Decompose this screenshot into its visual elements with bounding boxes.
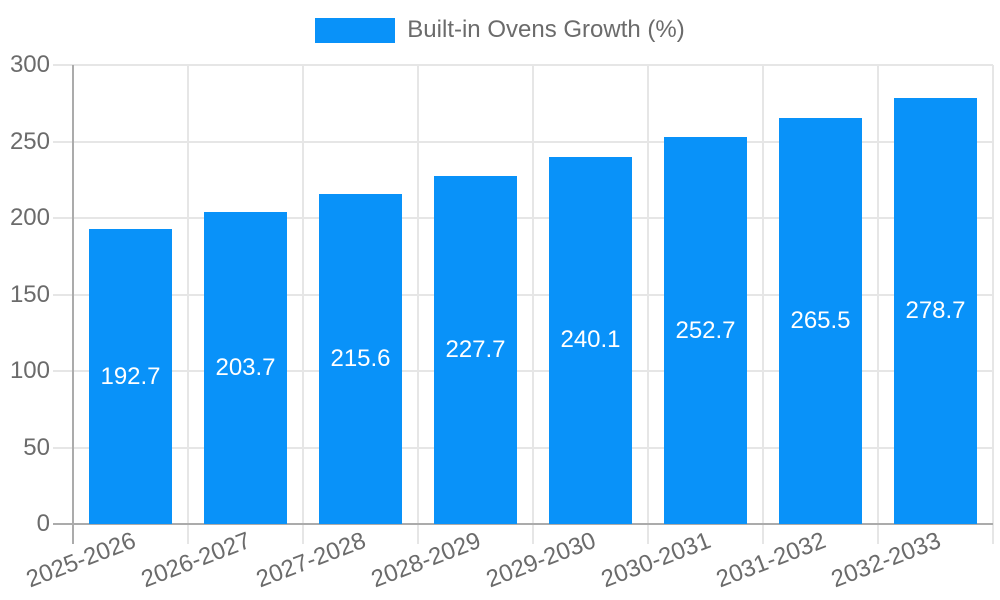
x-axis-tick-label: 2025-2026 (22, 526, 140, 594)
x-axis-tick-label: 2027-2028 (252, 526, 370, 594)
y-axis-tick-label: 300 (9, 51, 50, 78)
x-axis-line (53, 523, 993, 525)
bar-value-label: 203.7 (215, 354, 276, 382)
x-axis-tick-label: 2028-2029 (367, 526, 485, 594)
legend-label: Built-in Ovens Growth (%) (407, 16, 685, 43)
x-gridline (877, 65, 879, 544)
bar-value-label: 240.1 (560, 326, 621, 354)
y-axis-tick-label: 50 (23, 433, 50, 461)
x-axis-tick-label: 2026-2027 (137, 526, 255, 594)
y-gridline (53, 64, 993, 66)
bar (549, 156, 632, 524)
bar (894, 97, 977, 524)
x-axis-tick-label: 2030-2031 (597, 526, 715, 594)
bar-value-label: 252.7 (675, 316, 736, 344)
bar (779, 117, 862, 524)
y-axis-tick-label: 0 (36, 510, 50, 537)
y-gridline (53, 446, 993, 449)
bar-value-label: 215.6 (330, 345, 391, 373)
bar-value-label: 227.7 (445, 335, 506, 363)
bar-value-label: 192.7 (100, 362, 161, 390)
chart-legend: Built-in Ovens Growth (%) (0, 17, 1000, 43)
y-axis-tick-label: 250 (9, 127, 50, 155)
legend-item-built-in-ovens[interactable]: Built-in Ovens Growth (%) (315, 16, 685, 43)
x-gridline (187, 65, 189, 544)
bar (89, 229, 172, 524)
y-gridline (53, 293, 993, 296)
x-gridline (417, 65, 419, 544)
x-gridline (302, 65, 304, 544)
bar (664, 137, 747, 524)
y-gridline (53, 217, 993, 219)
y-axis-tick-label: 100 (9, 357, 50, 384)
y-axis-tick-label: 150 (9, 280, 50, 308)
y-gridline (53, 370, 993, 372)
x-axis-tick-label: 2029-2030 (482, 526, 600, 594)
bar (434, 175, 517, 524)
x-gridline (532, 65, 534, 544)
x-axis-tick-label: 2032-2033 (827, 526, 945, 594)
x-gridline (762, 65, 764, 544)
x-gridline (647, 65, 649, 544)
y-axis-line (72, 65, 74, 544)
bar (204, 212, 287, 524)
bar-value-label: 278.7 (905, 296, 966, 324)
bar-value-label: 265.5 (790, 306, 851, 334)
y-axis-tick-label: 200 (9, 204, 50, 231)
legend-swatch (315, 17, 396, 43)
x-axis-tick-label: 2031-2032 (712, 526, 830, 594)
x-gridline (992, 65, 994, 544)
y-gridline (53, 140, 993, 143)
bar (319, 194, 402, 524)
